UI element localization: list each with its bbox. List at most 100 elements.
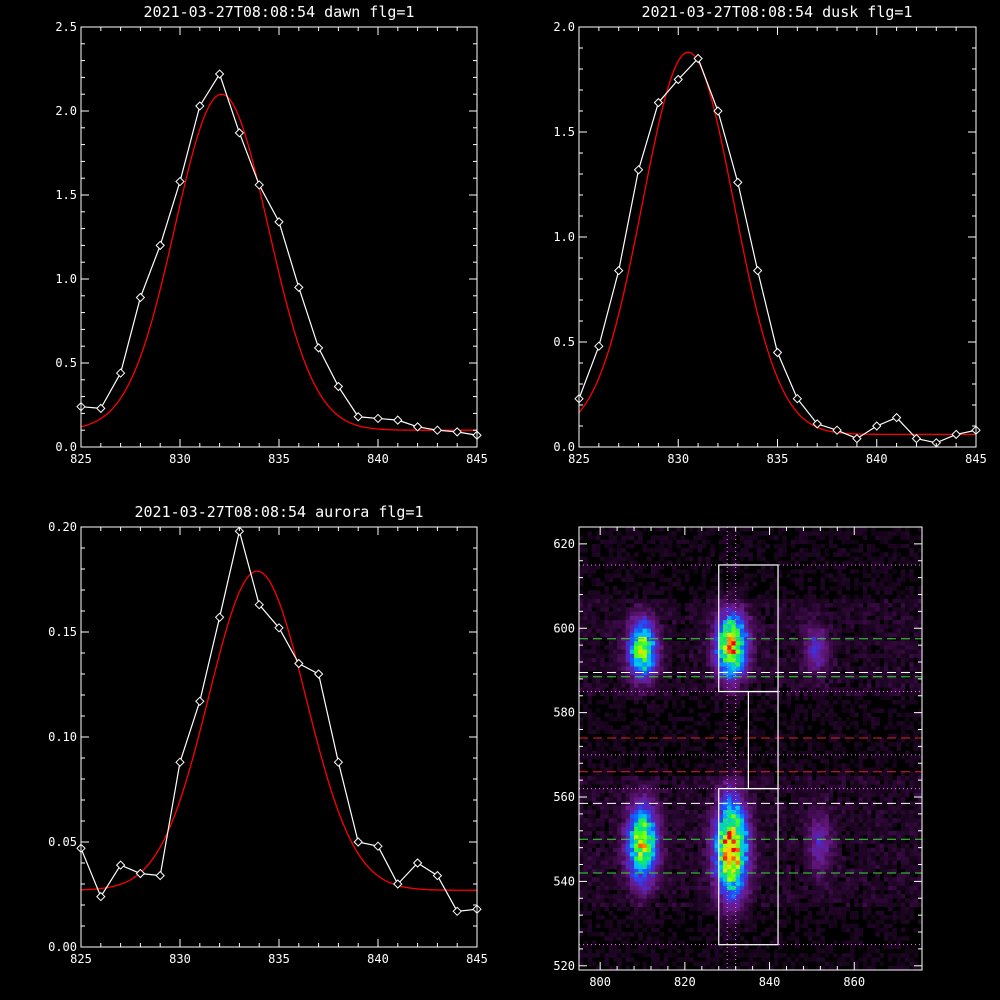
heatmap-pixel: [638, 531, 643, 536]
heatmap-pixel: [663, 645, 669, 650]
heatmap-pixel: [706, 531, 711, 536]
heatmap-pixel: [604, 602, 609, 608]
heatmap-pixel: [655, 695, 660, 701]
heatmap-pixel: [680, 868, 686, 874]
heatmap-pixel: [710, 531, 715, 536]
heatmap-pixel: [676, 632, 681, 637]
heatmap-pixel: [739, 775, 745, 781]
heatmap-pixel: [583, 628, 588, 633]
heatmap-pixel: [794, 725, 800, 730]
heatmap-pixel: [701, 872, 707, 878]
heatmap-pixel: [756, 780, 762, 785]
heatmap-pixel: [710, 944, 715, 950]
heatmap-pixel: [799, 678, 804, 684]
heatmap-pixel: [828, 965, 834, 971]
heatmap-pixel: [667, 834, 673, 840]
heatmap-pixel: [773, 729, 779, 735]
heatmap-pixel: [828, 847, 834, 853]
heatmap-pixel: [629, 847, 635, 853]
heatmap-pixel: [756, 868, 762, 874]
heatmap-pixel: [689, 645, 694, 650]
heatmap-pixel: [718, 965, 724, 971]
heatmap-pixel: [680, 864, 686, 870]
heatmap-pixel: [579, 851, 584, 857]
heatmap-pixel: [684, 548, 690, 553]
heatmap-pixel: [583, 927, 588, 933]
heatmap-pixel: [612, 885, 618, 891]
heatmap-pixel: [591, 860, 597, 865]
heatmap-pixel: [731, 649, 736, 654]
heatmap-pixel: [752, 653, 758, 659]
heatmap-pixel: [794, 569, 800, 574]
aurora-xtick-label: 845: [466, 952, 488, 966]
heatmap-pixel: [672, 640, 677, 646]
heatmap-pixel: [769, 657, 775, 663]
heatmap-pixel: [684, 784, 690, 789]
heatmap-pixel: [608, 940, 614, 945]
heatmap-pixel: [604, 856, 609, 861]
heatmap-pixel: [638, 792, 643, 798]
heatmap-pixel: [807, 805, 813, 810]
heatmap-pixel: [744, 915, 749, 920]
heatmap-pixel: [756, 847, 762, 853]
heatmap-pixel: [642, 834, 648, 840]
heatmap-pixel: [756, 809, 762, 815]
heatmap-pixel: [820, 881, 825, 886]
heatmap-pixel: [591, 721, 597, 726]
heatmap-pixel: [816, 813, 821, 819]
heatmap-pixel: [621, 932, 626, 937]
heatmap-pixel: [621, 564, 626, 570]
heatmap-pixel: [710, 851, 715, 857]
heatmap-pixel: [587, 792, 592, 798]
heatmap-pixel: [655, 889, 660, 895]
heatmap-pixel: [684, 602, 690, 608]
heatmap-pixel: [591, 839, 597, 844]
heatmap-pixel: [735, 531, 741, 536]
heatmap-pixel: [765, 830, 770, 836]
heatmap-pixel: [701, 759, 707, 764]
heatmap-pixel: [650, 877, 656, 882]
heatmap-pixel: [595, 881, 601, 886]
heatmap-pixel: [680, 805, 686, 810]
heatmap-pixel: [710, 678, 715, 684]
heatmap-pixel: [816, 733, 821, 739]
heatmap-pixel: [782, 619, 787, 625]
heatmap-pixel: [642, 721, 648, 726]
heatmap-pixel: [744, 809, 749, 815]
heatmap-pixel: [650, 569, 656, 574]
heatmap-pixel: [625, 830, 631, 836]
heatmap-pixel: [684, 746, 690, 751]
heatmap-pixel: [706, 885, 711, 891]
heatmap-pixel: [629, 577, 635, 583]
heatmap-pixel: [782, 670, 787, 675]
heatmap-pixel: [629, 586, 635, 591]
heatmap-pixel: [595, 754, 601, 760]
heatmap-pixel: [672, 632, 677, 637]
heatmap-pixel: [739, 801, 745, 806]
heatmap-pixel: [756, 805, 762, 810]
heatmap-pixel: [629, 860, 635, 865]
heatmap-pixel: [794, 868, 800, 874]
heatmap-pixel: [591, 657, 597, 663]
heatmap-pixel: [731, 527, 736, 532]
heatmap-pixel: [773, 704, 779, 709]
heatmap-pixel: [591, 598, 597, 604]
heatmap-pixel: [583, 877, 588, 882]
heatmap-pixel: [722, 818, 728, 823]
heatmap-pixel: [604, 699, 609, 705]
heatmap-pixel: [672, 780, 677, 785]
heatmap-pixel: [782, 864, 787, 870]
heatmap-pixel: [595, 763, 601, 768]
heatmap-pixel: [727, 915, 732, 920]
heatmap-pixel: [579, 843, 584, 848]
heatmap-pixel: [828, 708, 834, 713]
heatmap-pixel: [693, 797, 698, 802]
heatmap-pixel: [794, 839, 800, 844]
heatmap-pixel: [794, 708, 800, 713]
heatmap-pixel: [782, 763, 787, 768]
heatmap-pixel: [693, 805, 698, 810]
heatmap-pixel: [604, 834, 609, 840]
heatmap-pixel: [697, 560, 703, 566]
heatmap-pixel: [752, 628, 758, 633]
heatmap-pixel: [595, 657, 601, 663]
